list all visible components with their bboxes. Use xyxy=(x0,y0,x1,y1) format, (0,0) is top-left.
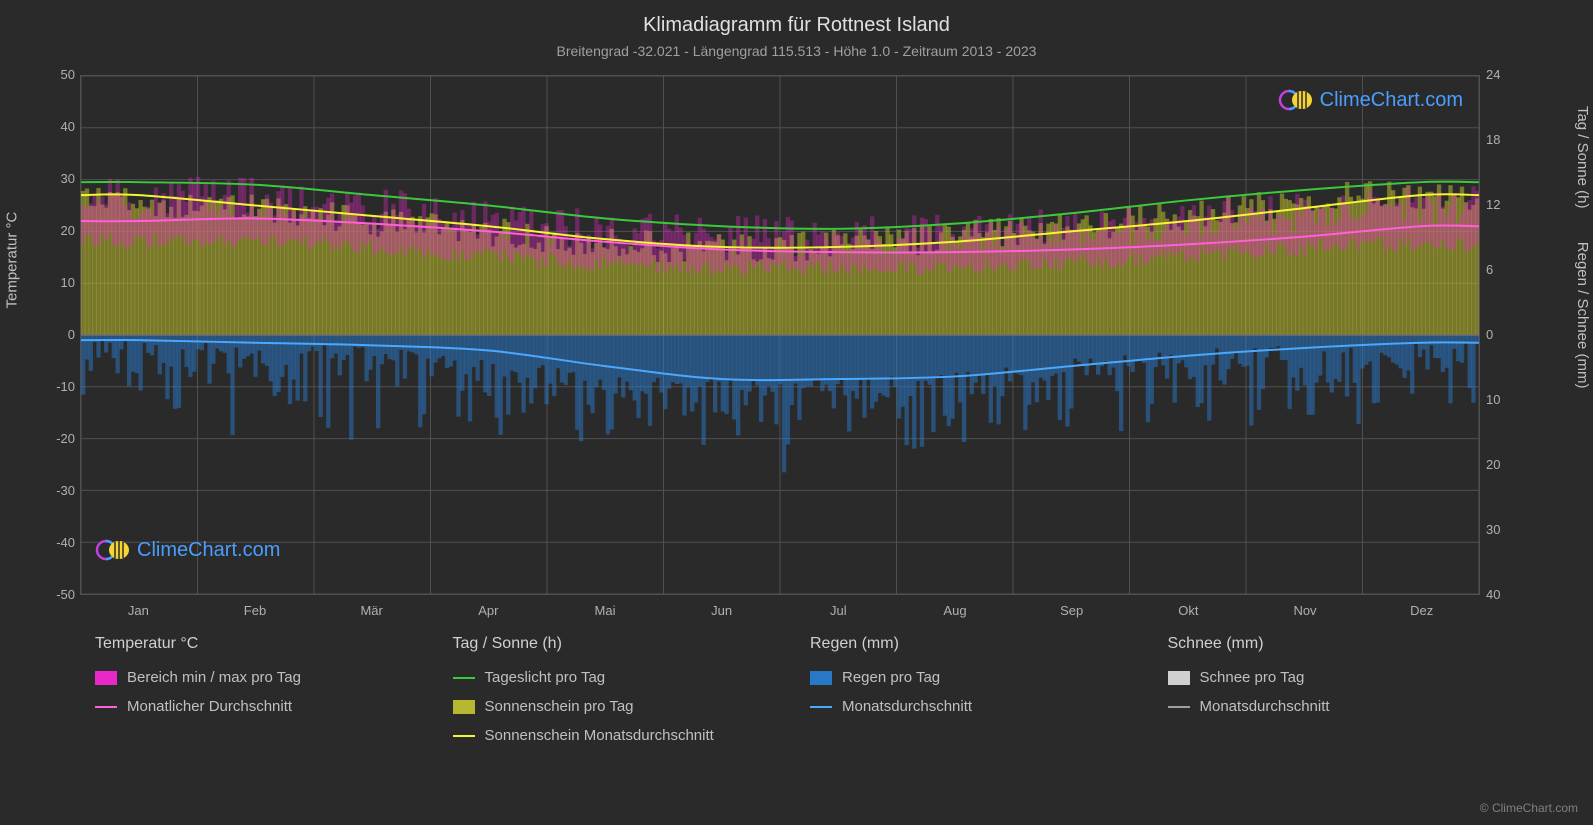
x-tick-month: Jul xyxy=(808,603,868,618)
x-tick-month: Apr xyxy=(458,603,518,618)
legend: Temperatur °C Bereich min / max pro Tag Mo… xyxy=(95,635,1495,744)
legend-label: Monatsdurchschnitt xyxy=(842,698,972,715)
x-tick-month: Mai xyxy=(575,603,635,618)
legend-swatch xyxy=(810,671,832,685)
x-tick-month: Jun xyxy=(692,603,752,618)
legend-swatch xyxy=(453,735,475,737)
legend-label: Monatlicher Durchschnitt xyxy=(127,698,292,715)
x-tick-month: Aug xyxy=(925,603,985,618)
y-tick-left: 50 xyxy=(45,67,75,82)
legend-label: Bereich min / max pro Tag xyxy=(127,669,301,686)
legend-item: Schnee pro Tag xyxy=(1168,669,1496,686)
watermark-text: ClimeChart.com xyxy=(1320,89,1463,112)
x-tick-month: Mär xyxy=(342,603,402,618)
legend-header: Temperatur °C xyxy=(95,635,423,653)
legend-swatch xyxy=(453,700,475,714)
legend-header: Schnee (mm) xyxy=(1168,635,1496,653)
watermark-top: ClimeChart.com xyxy=(1278,88,1463,112)
y-axis-left-label: Temperatur °C xyxy=(4,212,21,309)
legend-group: Regen (mm) Regen pro Tag Monatsdurchschnit… xyxy=(810,635,1138,744)
y-axis-right-top-label: Tag / Sonne (h) xyxy=(1575,106,1592,209)
y-tick-right: 12 xyxy=(1486,197,1516,212)
watermark-logo-icon xyxy=(1278,88,1314,112)
y-tick-right: 24 xyxy=(1486,67,1516,82)
legend-item: Monatsdurchschnitt xyxy=(1168,698,1496,715)
x-tick-month: Sep xyxy=(1042,603,1102,618)
legend-item: Sonnenschein pro Tag xyxy=(453,698,781,715)
y-tick-right: 40 xyxy=(1486,587,1516,602)
legend-item: Regen pro Tag xyxy=(810,669,1138,686)
y-tick-left: -30 xyxy=(45,483,75,498)
y-tick-right: 10 xyxy=(1486,392,1516,407)
legend-item: Monatlicher Durchschnitt xyxy=(95,698,423,715)
legend-label: Monatsdurchschnitt xyxy=(1200,698,1330,715)
legend-swatch xyxy=(95,671,117,685)
legend-label: Schnee pro Tag xyxy=(1200,669,1305,686)
y-axis-right-bottom-label: Regen / Schnee (mm) xyxy=(1575,242,1592,389)
legend-label: Regen pro Tag xyxy=(842,669,940,686)
legend-label: Sonnenschein Monatsdurchschnitt xyxy=(485,727,714,744)
y-tick-left: 40 xyxy=(45,119,75,134)
legend-item: Bereich min / max pro Tag xyxy=(95,669,423,686)
legend-label: Tageslicht pro Tag xyxy=(485,669,606,686)
legend-swatch xyxy=(1168,671,1190,685)
y-tick-left: 0 xyxy=(45,327,75,342)
legend-swatch xyxy=(95,706,117,708)
legend-swatch xyxy=(810,706,832,708)
copyright: © ClimeChart.com xyxy=(1480,801,1578,815)
y-tick-right: 0 xyxy=(1486,327,1516,342)
legend-swatch xyxy=(1168,706,1190,708)
x-tick-month: Dez xyxy=(1392,603,1452,618)
legend-group: Tag / Sonne (h) Tageslicht pro Tag Sonnens… xyxy=(453,635,781,744)
y-tick-right: 6 xyxy=(1486,262,1516,277)
x-tick-month: Nov xyxy=(1275,603,1335,618)
y-tick-left: -20 xyxy=(45,431,75,446)
x-tick-month: Jan xyxy=(108,603,168,618)
legend-header: Tag / Sonne (h) xyxy=(453,635,781,653)
chart-subtitle: Breitengrad -32.021 - Längengrad 115.513… xyxy=(0,37,1593,59)
y-tick-right: 20 xyxy=(1486,457,1516,472)
legend-item: Sonnenschein Monatsdurchschnitt xyxy=(453,727,781,744)
chart-plot-area xyxy=(80,75,1480,595)
chart-title: Klimadiagramm für Rottnest Island xyxy=(0,0,1593,37)
x-tick-month: Okt xyxy=(1158,603,1218,618)
legend-group: Temperatur °C Bereich min / max pro Tag Mo… xyxy=(95,635,423,744)
watermark-text: ClimeChart.com xyxy=(137,539,280,562)
y-tick-left: 30 xyxy=(45,171,75,186)
legend-group: Schnee (mm) Schnee pro Tag Monatsdurchschn… xyxy=(1168,635,1496,744)
legend-item: Tageslicht pro Tag xyxy=(453,669,781,686)
y-tick-left: -40 xyxy=(45,535,75,550)
legend-header: Regen (mm) xyxy=(810,635,1138,653)
legend-item: Monatsdurchschnitt xyxy=(810,698,1138,715)
y-tick-left: -10 xyxy=(45,379,75,394)
y-tick-left: 20 xyxy=(45,223,75,238)
watermark-bottom: ClimeChart.com xyxy=(95,538,280,562)
y-tick-right: 30 xyxy=(1486,522,1516,537)
y-tick-left: 10 xyxy=(45,275,75,290)
x-tick-month: Feb xyxy=(225,603,285,618)
watermark-logo-icon xyxy=(95,538,131,562)
y-tick-right: 18 xyxy=(1486,132,1516,147)
y-tick-left: -50 xyxy=(45,587,75,602)
legend-swatch xyxy=(453,677,475,679)
legend-label: Sonnenschein pro Tag xyxy=(485,698,634,715)
